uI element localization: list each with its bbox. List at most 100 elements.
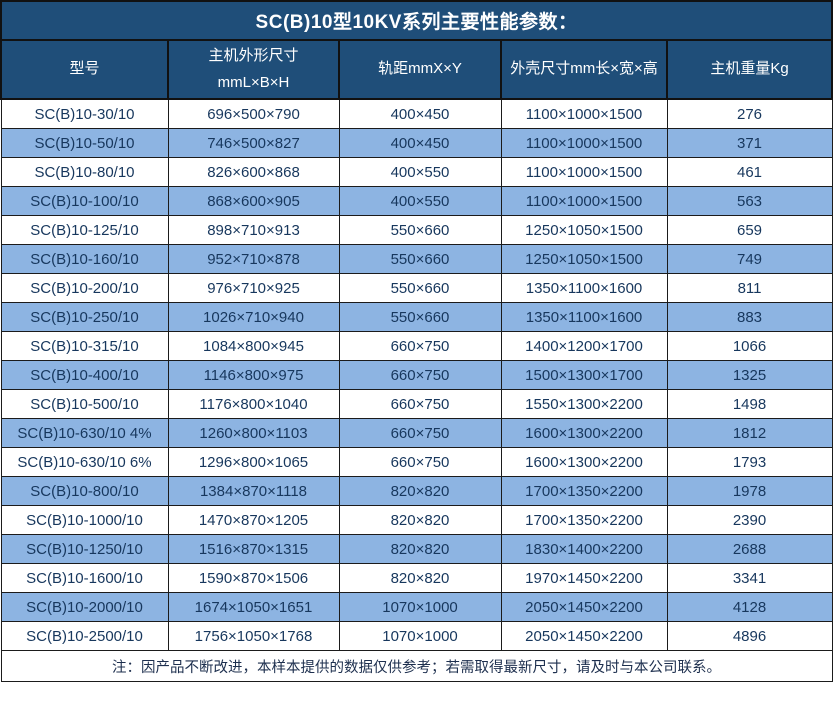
table-row: SC(B)10-1600/10 1590×870×1506 820×820 19… <box>0 563 833 593</box>
cell-unit-weight: 4896 <box>666 621 833 651</box>
table-row: SC(B)10-50/10 746×500×827 400×450 1100×1… <box>0 128 833 158</box>
cell-rail-gauge: 660×750 <box>338 389 502 419</box>
table-row: SC(B)10-400/10 1146×800×975 660×750 1500… <box>0 360 833 390</box>
cell-unit-weight: 276 <box>666 98 833 129</box>
cell-rail-gauge: 400×450 <box>338 98 502 129</box>
cell-unit-weight: 883 <box>666 302 833 332</box>
cell-unit-dimensions: 746×500×827 <box>167 128 340 158</box>
cell-unit-dimensions: 1026×710×940 <box>167 302 340 332</box>
table-row: SC(B)10-800/10 1384×870×1118 820×820 170… <box>0 476 833 506</box>
cell-rail-gauge: 820×820 <box>338 476 502 506</box>
cell-unit-weight: 461 <box>666 157 833 187</box>
cell-enclosure-dimensions: 1100×1000×1500 <box>500 98 668 129</box>
cell-enclosure-dimensions: 1250×1050×1500 <box>500 244 668 274</box>
cell-rail-gauge: 660×750 <box>338 360 502 390</box>
cell-model: SC(B)10-2000/10 <box>0 592 169 622</box>
cell-unit-weight: 811 <box>666 273 833 303</box>
spec-table: SC(B)10型10KV系列主要性能参数： 型号 主机外形尺寸 mmL×B×H 轨… <box>0 0 834 682</box>
cell-model: SC(B)10-2500/10 <box>0 621 169 651</box>
table-row: SC(B)10-80/10 826×600×868 400×550 1100×1… <box>0 157 833 187</box>
cell-model: SC(B)10-100/10 <box>0 186 169 216</box>
table-row: SC(B)10-2000/10 1674×1050×1651 1070×1000… <box>0 592 833 622</box>
cell-model: SC(B)10-200/10 <box>0 273 169 303</box>
table-title: SC(B)10型10KV系列主要性能参数： <box>0 0 834 41</box>
cell-unit-weight: 659 <box>666 215 833 245</box>
table-row: SC(B)10-200/10 976×710×925 550×660 1350×… <box>0 273 833 303</box>
cell-unit-weight: 1793 <box>666 447 833 477</box>
cell-rail-gauge: 660×750 <box>338 418 502 448</box>
cell-unit-dimensions: 1146×800×975 <box>167 360 340 390</box>
cell-model: SC(B)10-1250/10 <box>0 534 169 564</box>
cell-model: SC(B)10-400/10 <box>0 360 169 390</box>
cell-rail-gauge: 550×660 <box>338 244 502 274</box>
column-header-unit-weight-label: 主机重量Kg <box>710 60 789 78</box>
note-text: 注：因产品不断改进，本样本提供的数据仅供参考；若需取得最新尺寸，请及时与本公司联… <box>0 650 833 682</box>
table-row: SC(B)10-30/10 696×500×790 400×450 1100×1… <box>0 98 833 129</box>
column-header-unit-dimensions: 主机外形尺寸 mmL×B×H <box>167 39 340 100</box>
cell-unit-dimensions: 1674×1050×1651 <box>167 592 340 622</box>
cell-enclosure-dimensions: 1700×1350×2200 <box>500 505 668 535</box>
cell-unit-dimensions: 1470×870×1205 <box>167 505 340 535</box>
table-row: SC(B)10-1000/10 1470×870×1205 820×820 17… <box>0 505 833 535</box>
cell-unit-dimensions: 696×500×790 <box>167 98 340 129</box>
cell-enclosure-dimensions: 1600×1300×2200 <box>500 447 668 477</box>
cell-enclosure-dimensions: 1350×1100×1600 <box>500 302 668 332</box>
cell-rail-gauge: 1070×1000 <box>338 592 502 622</box>
cell-rail-gauge: 550×660 <box>338 215 502 245</box>
table-row: SC(B)10-250/10 1026×710×940 550×660 1350… <box>0 302 833 332</box>
table-row: SC(B)10-2500/10 1756×1050×1768 1070×1000… <box>0 621 833 651</box>
cell-rail-gauge: 660×750 <box>338 447 502 477</box>
cell-unit-weight: 4128 <box>666 592 833 622</box>
cell-enclosure-dimensions: 1400×1200×1700 <box>500 331 668 361</box>
column-header-model-label: 型号 <box>69 60 100 78</box>
cell-model: SC(B)10-250/10 <box>0 302 169 332</box>
table-row: SC(B)10-1250/10 1516×870×1315 820×820 18… <box>0 534 833 564</box>
cell-unit-weight: 2390 <box>666 505 833 535</box>
cell-model: SC(B)10-1600/10 <box>0 563 169 593</box>
cell-model: SC(B)10-800/10 <box>0 476 169 506</box>
column-header-unit-dimensions-sub: mmL×B×H <box>217 73 290 91</box>
cell-rail-gauge: 820×820 <box>338 534 502 564</box>
cell-model: SC(B)10-630/10 4% <box>0 418 169 448</box>
cell-enclosure-dimensions: 1500×1300×1700 <box>500 360 668 390</box>
cell-enclosure-dimensions: 1100×1000×1500 <box>500 186 668 216</box>
cell-unit-weight: 1498 <box>666 389 833 419</box>
cell-rail-gauge: 400×450 <box>338 128 502 158</box>
note-row: 注：因产品不断改进，本样本提供的数据仅供参考；若需取得最新尺寸，请及时与本公司联… <box>0 650 833 682</box>
cell-unit-weight: 1812 <box>666 418 833 448</box>
cell-enclosure-dimensions: 1250×1050×1500 <box>500 215 668 245</box>
table-row: SC(B)10-160/10 952×710×878 550×660 1250×… <box>0 244 833 274</box>
cell-unit-dimensions: 826×600×868 <box>167 157 340 187</box>
cell-unit-dimensions: 868×600×905 <box>167 186 340 216</box>
cell-model: SC(B)10-630/10 6% <box>0 447 169 477</box>
cell-unit-dimensions: 1756×1050×1768 <box>167 621 340 651</box>
column-header-unit-dimensions-label: 主机外形尺寸 <box>208 47 299 65</box>
column-header-unit-weight: 主机重量Kg <box>665 39 834 100</box>
cell-unit-dimensions: 1296×800×1065 <box>167 447 340 477</box>
cell-rail-gauge: 550×660 <box>338 302 502 332</box>
cell-unit-dimensions: 976×710×925 <box>167 273 340 303</box>
cell-unit-dimensions: 898×710×913 <box>167 215 340 245</box>
cell-enclosure-dimensions: 2050×1450×2200 <box>500 592 668 622</box>
cell-unit-weight: 749 <box>666 244 833 274</box>
table-row: SC(B)10-500/10 1176×800×1040 660×750 155… <box>0 389 833 419</box>
cell-unit-dimensions: 1516×870×1315 <box>167 534 340 564</box>
cell-unit-weight: 1978 <box>666 476 833 506</box>
column-header-enclosure-dimensions-label: 外壳尺寸mm长×宽×高 <box>510 60 658 78</box>
cell-rail-gauge: 400×550 <box>338 157 502 187</box>
cell-unit-dimensions: 952×710×878 <box>167 244 340 274</box>
cell-unit-dimensions: 1384×870×1118 <box>167 476 340 506</box>
title-row: SC(B)10型10KV系列主要性能参数： <box>0 0 834 41</box>
table-row: SC(B)10-630/10 4% 1260×800×1103 660×750 … <box>0 418 833 448</box>
cell-unit-weight: 371 <box>666 128 833 158</box>
table-row: SC(B)10-100/10 868×600×905 400×550 1100×… <box>0 186 833 216</box>
column-header-rail-gauge: 轨距mmX×Y <box>338 39 502 100</box>
cell-rail-gauge: 820×820 <box>338 505 502 535</box>
cell-unit-dimensions: 1590×870×1506 <box>167 563 340 593</box>
cell-enclosure-dimensions: 1350×1100×1600 <box>500 273 668 303</box>
cell-enclosure-dimensions: 1100×1000×1500 <box>500 157 668 187</box>
cell-model: SC(B)10-500/10 <box>0 389 169 419</box>
cell-unit-dimensions: 1260×800×1103 <box>167 418 340 448</box>
cell-unit-dimensions: 1084×800×945 <box>167 331 340 361</box>
